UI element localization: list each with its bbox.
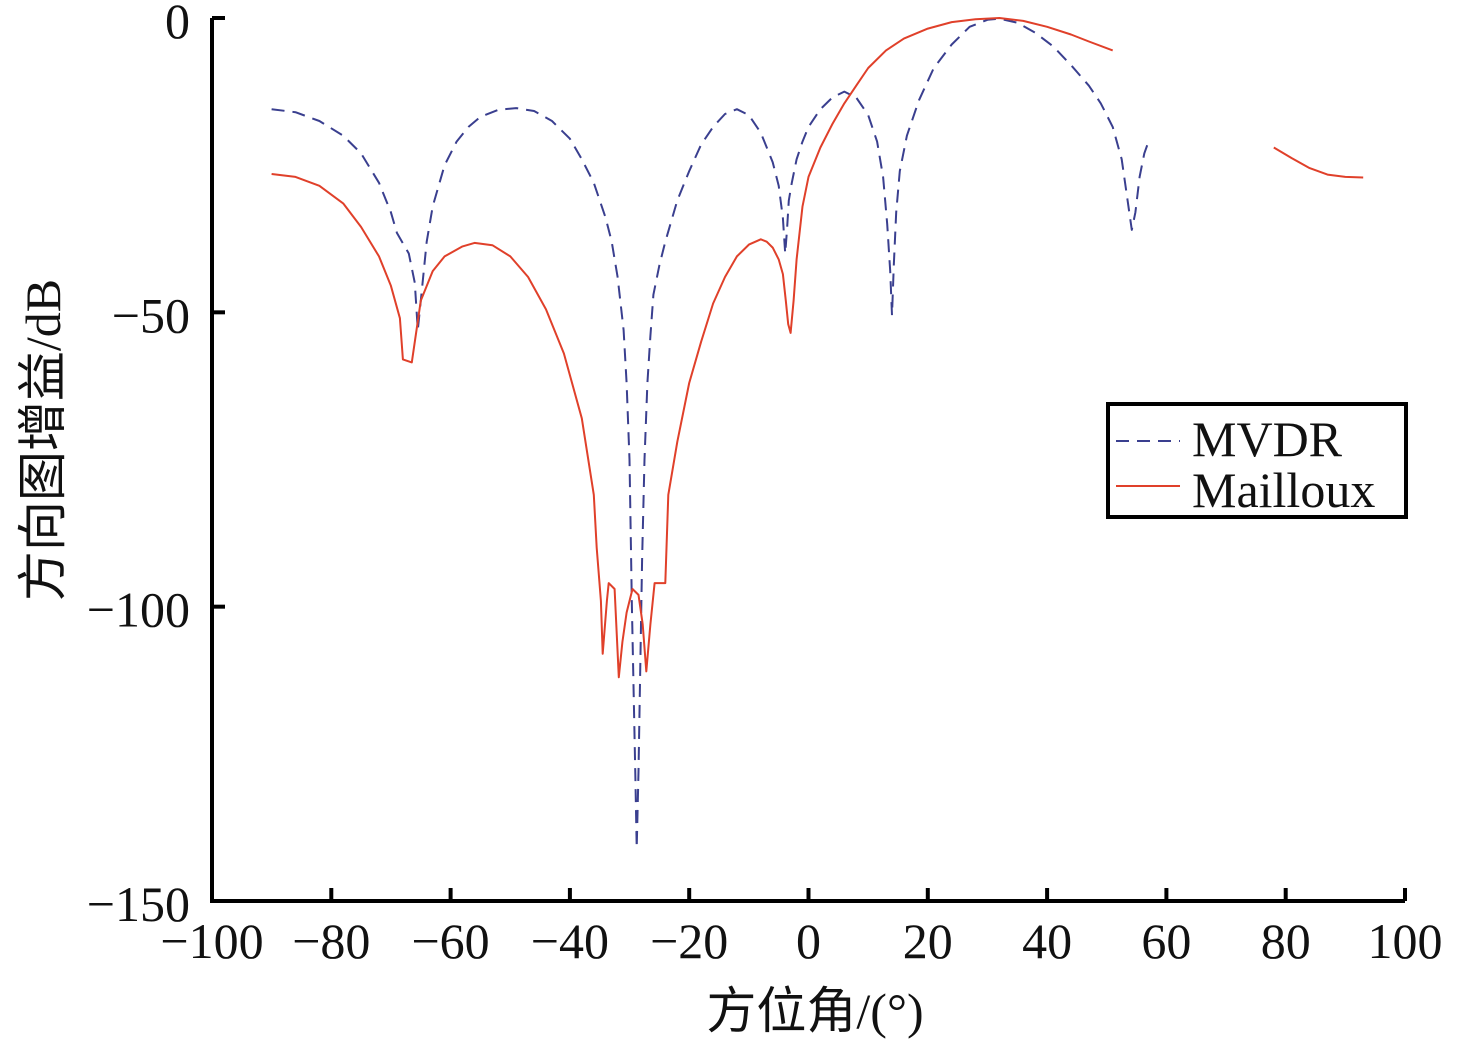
legend-label-mailloux: Mailloux (1192, 462, 1375, 518)
y-tick-label: 0 (165, 0, 190, 49)
x-tick-label: 60 (1141, 913, 1191, 969)
x-tick-label: 20 (903, 913, 953, 969)
series-line-mailloux (271, 17, 1114, 679)
plot-area (271, 17, 1364, 849)
y-tick-label: −50 (112, 287, 190, 343)
series-line-mailloux (1273, 146, 1364, 179)
series-line-mvdr (271, 17, 1150, 849)
x-tick-label: −20 (650, 913, 728, 969)
x-tick-label: 0 (796, 913, 821, 969)
y-axis-title: 方向图增益/dB (15, 279, 71, 601)
legend-box (1106, 402, 1408, 519)
legend: MVDR Mailloux (1106, 402, 1408, 519)
x-tick-label: 40 (1022, 913, 1072, 969)
x-tick-label: −80 (292, 913, 370, 969)
y-tick-label: −100 (87, 582, 190, 638)
y-tick-label: −150 (87, 876, 190, 932)
legend-label-mvdr: MVDR (1192, 411, 1343, 467)
x-tick-label: −40 (531, 913, 609, 969)
x-tick-label: 80 (1261, 913, 1311, 969)
x-tick-label: −60 (411, 913, 489, 969)
x-axis-title: 方位角/(°) (706, 983, 923, 1039)
x-tick-label: 100 (1368, 913, 1443, 969)
x-tick-label: −100 (160, 913, 263, 969)
